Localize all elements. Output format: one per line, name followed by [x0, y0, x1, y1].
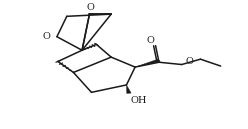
Text: O: O	[185, 58, 193, 66]
Polygon shape	[126, 85, 131, 93]
Polygon shape	[135, 59, 160, 67]
Text: O: O	[42, 32, 50, 41]
Text: O: O	[87, 3, 95, 12]
Text: OH: OH	[131, 96, 147, 105]
Text: O: O	[147, 36, 155, 45]
